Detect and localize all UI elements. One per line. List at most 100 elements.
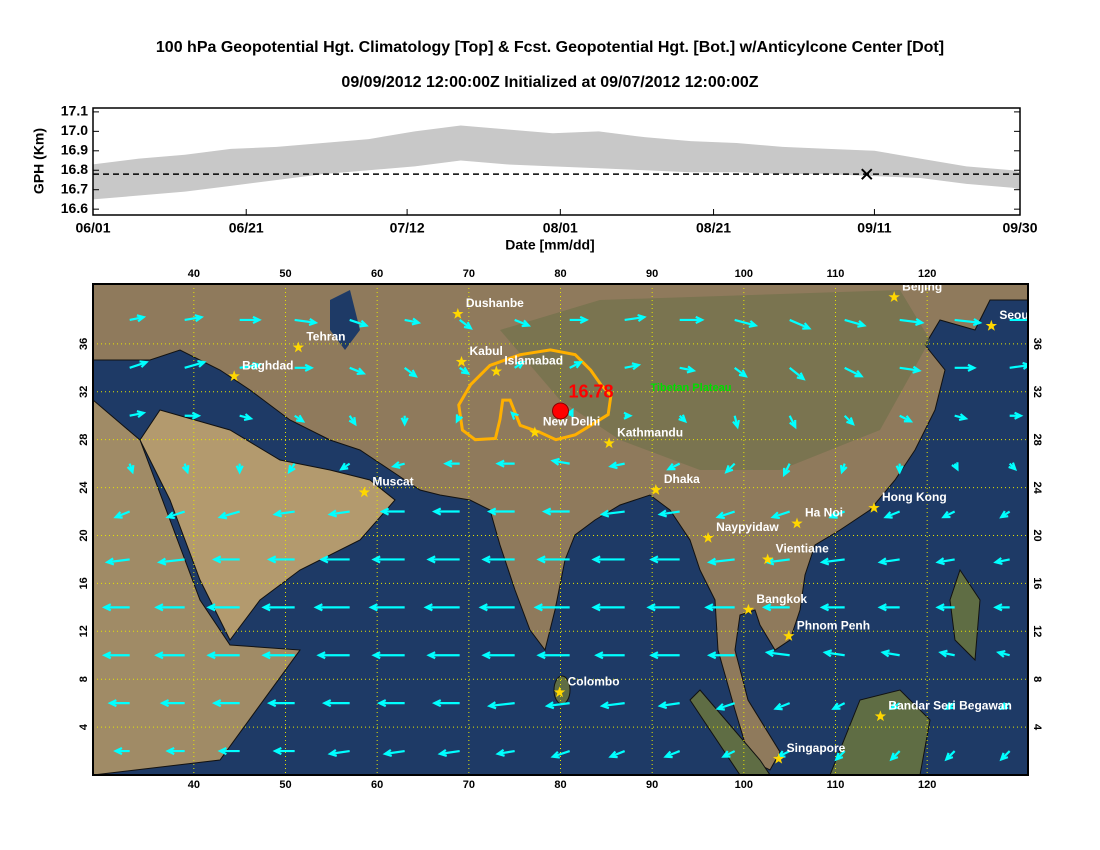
wind-vector: [382, 749, 405, 758]
wind-vector: [165, 747, 185, 756]
wind-vector: [495, 459, 515, 468]
x-tick-label: 06/01: [75, 220, 110, 236]
x-tick-label: 50: [279, 268, 291, 280]
wind-vector: [657, 701, 680, 710]
wind-vector: [704, 603, 735, 612]
wind-vector: [608, 750, 626, 759]
x-tick-label: 09/11: [857, 220, 891, 236]
wind-vector: [889, 702, 901, 711]
map-background: [93, 284, 1028, 775]
wind-vector: [773, 702, 791, 711]
wind-vector: [788, 415, 797, 430]
x-tick-label: 100: [735, 268, 753, 280]
wind-vector: [715, 702, 736, 711]
wind-vector: [349, 318, 369, 328]
wind-vector: [770, 510, 791, 520]
city-marker: [228, 370, 240, 382]
wind-vector: [541, 507, 570, 516]
wind-vector: [321, 699, 350, 708]
wind-vector: [294, 414, 306, 423]
city-marker: [761, 553, 774, 565]
city-marker: [603, 437, 615, 449]
wind-vector: [184, 411, 202, 420]
y-tick-label: 36: [1031, 338, 1043, 350]
wind-vector: [184, 359, 207, 369]
y-tick-label: 16.9: [61, 142, 88, 158]
wind-vector: [235, 463, 244, 475]
wind-vector: [544, 701, 570, 710]
city-marker: [742, 603, 755, 615]
city-marker: [772, 752, 785, 764]
wind-vector: [844, 366, 864, 378]
city-label: Naypyidaw: [716, 520, 779, 534]
region-label: Tibetan Plateau: [650, 382, 731, 394]
land: [139, 409, 396, 641]
x-tick-label: 40: [188, 268, 200, 280]
city-marker: [529, 426, 541, 438]
wind-vector: [327, 509, 350, 518]
wind-vector: [459, 319, 473, 330]
wind-vector: [379, 507, 405, 516]
wind-vector: [954, 363, 977, 372]
map-frame: [92, 283, 1029, 776]
city-marker: [791, 517, 803, 529]
wind-vector: [819, 603, 845, 612]
plot-frame: [92, 107, 1021, 216]
city-label: Bangkok: [756, 592, 807, 606]
y-axis-label: GPH (Km): [31, 128, 47, 194]
wind-vector: [993, 603, 1010, 612]
wind-vector: [550, 457, 570, 466]
wind-vector: [181, 463, 190, 475]
wind-vector: [591, 603, 625, 612]
wind-vector: [569, 361, 584, 369]
wind-vector: [486, 507, 515, 516]
wind-vector: [426, 555, 460, 564]
x-tick-label: 90: [646, 779, 658, 791]
x-tick-label: 08/21: [696, 220, 731, 236]
wind-vector: [951, 462, 959, 472]
x-tick-label: 60: [371, 779, 383, 791]
wind-vector: [734, 366, 748, 378]
y-tick-label: 17.0: [61, 122, 88, 138]
wind-vector: [993, 557, 1010, 566]
x-tick-label: 09/30: [1002, 220, 1037, 236]
city-label: Beijing: [902, 279, 942, 293]
wind-vector: [678, 414, 688, 424]
wind-vector: [211, 555, 240, 564]
wind-vector: [443, 459, 460, 468]
y-tick-label: 24: [1031, 481, 1043, 494]
x-tick-label: 70: [463, 268, 475, 280]
wind-vector: [313, 603, 350, 612]
wind-vector: [828, 510, 846, 519]
wind-vector: [339, 462, 351, 471]
wind-vector: [938, 649, 955, 658]
sea: [330, 290, 360, 350]
wind-vector: [294, 317, 319, 326]
city-label: Singapore: [787, 741, 846, 755]
y-tick-label: 8: [78, 676, 90, 682]
wind-vector: [348, 415, 357, 427]
wind-vector: [657, 509, 680, 518]
wind-vector: [404, 366, 418, 378]
city-label: Islamabad: [504, 354, 563, 368]
wind-vector: [217, 510, 240, 520]
y-tick-label: 16.8: [61, 161, 88, 177]
wind-vector: [646, 603, 680, 612]
y-tick-label: 20: [1031, 529, 1043, 541]
x-axis-label: Date [mm/dd]: [505, 237, 594, 253]
land-texture: [500, 290, 930, 470]
y-tick-label: 8: [1031, 676, 1043, 682]
y-tick-label: 12: [1031, 625, 1043, 637]
wind-vector: [1009, 318, 1028, 322]
wind-vector: [101, 603, 130, 612]
city-marker: [702, 531, 714, 543]
wind-vector: [156, 557, 185, 566]
wind-vector: [376, 699, 405, 708]
climatology-chart: 16.6 16.7 16.8 16.9 17.0 17.1 06/01 06/21 07/12 0…: [61, 103, 1038, 236]
wind-vector: [1009, 411, 1024, 420]
x-tick-label: 120: [918, 268, 936, 280]
wind-vector: [239, 315, 262, 324]
x-tick-label: 80: [554, 268, 566, 280]
wind-vector: [486, 701, 515, 710]
x-tick-label: 90: [646, 268, 658, 280]
